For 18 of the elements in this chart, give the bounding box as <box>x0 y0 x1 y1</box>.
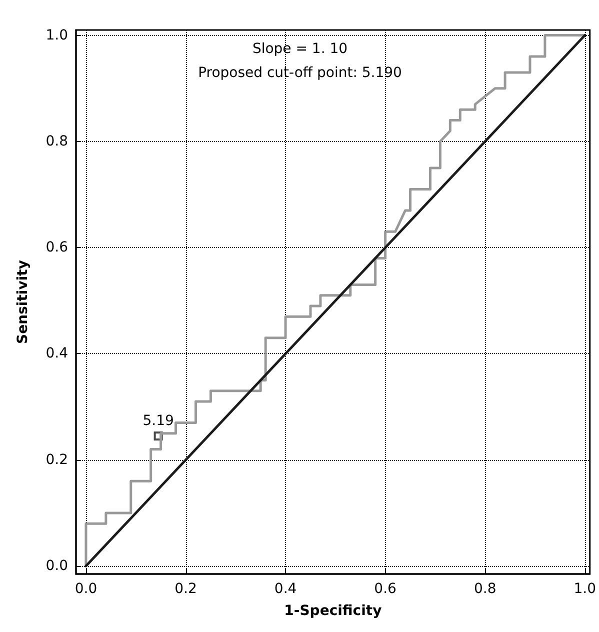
x-tick-label: 0.4 <box>274 581 297 597</box>
x-tick-label: 0.8 <box>474 581 496 597</box>
x-tick-label: 0.2 <box>174 581 197 597</box>
y-axis-title: Sensitivity <box>15 260 31 344</box>
y-tick-label: 0.4 <box>46 346 68 362</box>
annotation: Slope = 1. 10 <box>252 41 348 57</box>
y-tick-label: 0.0 <box>46 558 68 574</box>
annotation: Proposed cut-off point: 5.190 <box>198 65 402 81</box>
y-tick-label: 0.2 <box>46 452 68 468</box>
line-series <box>84 34 586 568</box>
y-tick-label: 0.6 <box>46 240 68 256</box>
x-tick-label: 0.0 <box>74 581 98 597</box>
y-tick-label: 0.8 <box>46 133 68 150</box>
x-tick-label: 1.0 <box>574 581 596 597</box>
annotation: 5.19 <box>142 413 174 430</box>
x-axis-title: 1-Specificity <box>284 603 382 619</box>
y-tick-label: 1.0 <box>46 27 68 44</box>
x-tick-label: 0.6 <box>374 581 397 597</box>
